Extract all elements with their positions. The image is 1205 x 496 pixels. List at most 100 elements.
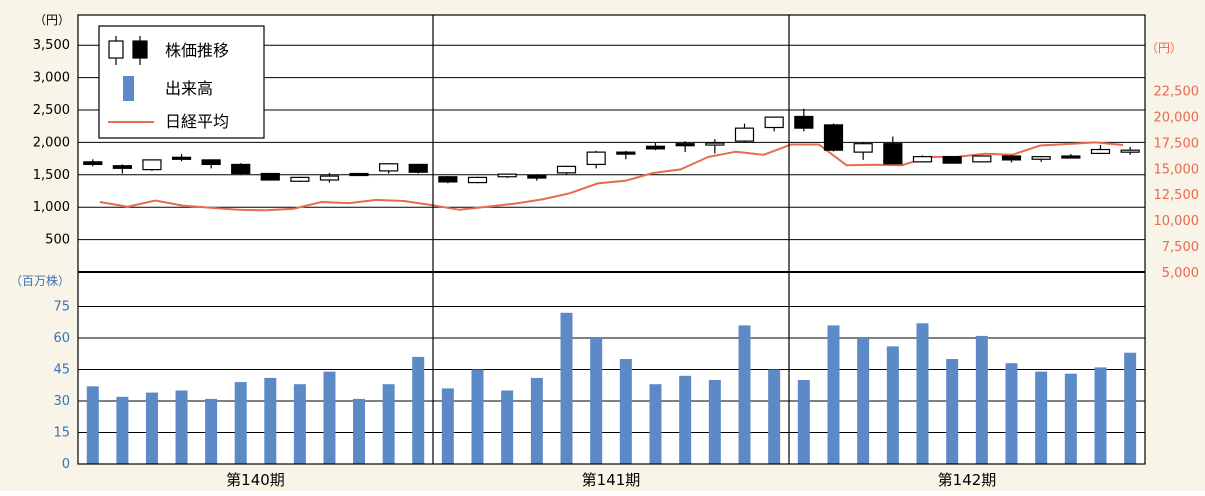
candle-body-down	[438, 176, 458, 183]
price-tick-label: 3,000	[33, 71, 70, 86]
nikkei-tick-label: 17,500	[1154, 136, 1200, 151]
candlestick	[942, 156, 962, 164]
volume-bar	[1005, 363, 1018, 464]
volume-bar	[145, 392, 158, 464]
volume-bar	[560, 312, 573, 464]
nikkei-tick-label: 20,000	[1154, 110, 1200, 125]
candle-body-up	[734, 127, 755, 142]
volume-bar	[886, 346, 899, 464]
volume-unit-label: （百万株）	[10, 273, 70, 288]
volume-bar	[441, 388, 454, 464]
candlestick	[645, 142, 666, 151]
candlestick	[705, 139, 725, 154]
volume-bar	[323, 371, 336, 464]
candlestick	[319, 172, 340, 183]
candlestick	[467, 176, 488, 184]
candle-body-down	[349, 172, 369, 177]
candle-body-down	[1061, 155, 1081, 159]
candle-body-down	[201, 159, 221, 166]
volume-bar	[768, 369, 781, 464]
volume-gridlines	[78, 306, 1145, 433]
candlestick	[349, 172, 369, 177]
candle-body-up	[912, 156, 933, 163]
candlestick	[201, 159, 221, 169]
candle-body-up	[497, 173, 517, 178]
plot-frame	[77, 14, 1146, 465]
candlestick	[290, 176, 310, 182]
volume-tick-label: 15	[53, 426, 70, 441]
legend: 株価推移 出来高 日経平均	[98, 25, 265, 139]
candle-body-down	[645, 145, 666, 150]
candlestick	[675, 141, 695, 153]
candle-body-up	[586, 151, 606, 166]
candlestick	[1061, 154, 1081, 159]
candlestick	[823, 123, 844, 152]
volume-bar	[116, 396, 129, 464]
candle-body-up	[319, 175, 340, 181]
legend-candle-icon	[108, 36, 148, 65]
candle-body-up	[1031, 156, 1051, 160]
candlestick	[112, 164, 132, 174]
volume-bar	[530, 377, 543, 464]
volume-bar	[1064, 373, 1077, 464]
candlestick	[497, 173, 517, 179]
volume-bar	[471, 369, 484, 464]
candle-body-up	[142, 159, 162, 171]
volume-bars	[86, 312, 1137, 464]
price-candlesticks	[83, 108, 1140, 184]
candle-body-down	[408, 163, 428, 173]
volume-bar	[205, 398, 218, 464]
candlestick	[853, 142, 873, 160]
nikkei-tick-label: 12,500	[1154, 188, 1200, 203]
candle-body-up	[764, 116, 784, 129]
volume-tick-label: 60	[53, 331, 70, 346]
volume-bar	[738, 325, 751, 464]
volume-bar	[827, 325, 840, 464]
price-unit-label: （円）	[34, 13, 70, 27]
candle-body-down	[260, 172, 280, 181]
candle-body-down	[675, 143, 695, 147]
volume-bar	[797, 380, 810, 464]
candlestick	[379, 163, 399, 174]
volume-bar	[86, 386, 99, 464]
candlestick	[527, 174, 547, 181]
candle-body-down	[83, 161, 103, 166]
candlestick	[586, 150, 606, 169]
volume-bar	[293, 384, 306, 464]
legend-label-volume: 出来高	[165, 79, 213, 98]
volume-bar	[175, 390, 188, 464]
volume-bar	[649, 384, 662, 464]
candlestick	[83, 159, 103, 167]
price-tick-label: 1,000	[33, 200, 70, 215]
candlestick	[912, 155, 933, 163]
candle-body-down	[616, 151, 636, 155]
legend-label-nikkei: 日経平均	[165, 112, 229, 131]
volume-bar	[501, 390, 514, 464]
candlestick	[972, 155, 992, 163]
candle-body-down	[883, 143, 903, 165]
volume-bar	[264, 377, 277, 464]
candlestick	[408, 163, 428, 174]
volume-tick-label: 45	[53, 363, 70, 378]
nikkei-tick-label: 7,500	[1162, 240, 1199, 255]
candlestick	[616, 150, 636, 160]
candlestick	[171, 154, 192, 162]
candle-body-down	[794, 115, 814, 129]
legend-label-stock-price: 株価推移	[165, 41, 229, 60]
volume-bar	[1035, 371, 1048, 464]
candle-body-up	[1090, 148, 1111, 155]
candle-body-up	[972, 155, 992, 163]
volume-tick-label: 0	[62, 457, 70, 472]
candle-body-up	[853, 143, 873, 153]
nikkei-unit-label: （円）	[1146, 41, 1182, 55]
volume-bar	[1124, 352, 1137, 464]
candlestick	[1031, 156, 1051, 162]
volume-bar	[708, 380, 721, 464]
volume-bar	[382, 384, 395, 464]
volume-bar	[916, 323, 929, 464]
candlestick	[764, 116, 784, 132]
volume-axis-labels: 0 15 30 45 60 75	[53, 300, 70, 473]
price-tick-label: 2,000	[33, 135, 70, 150]
